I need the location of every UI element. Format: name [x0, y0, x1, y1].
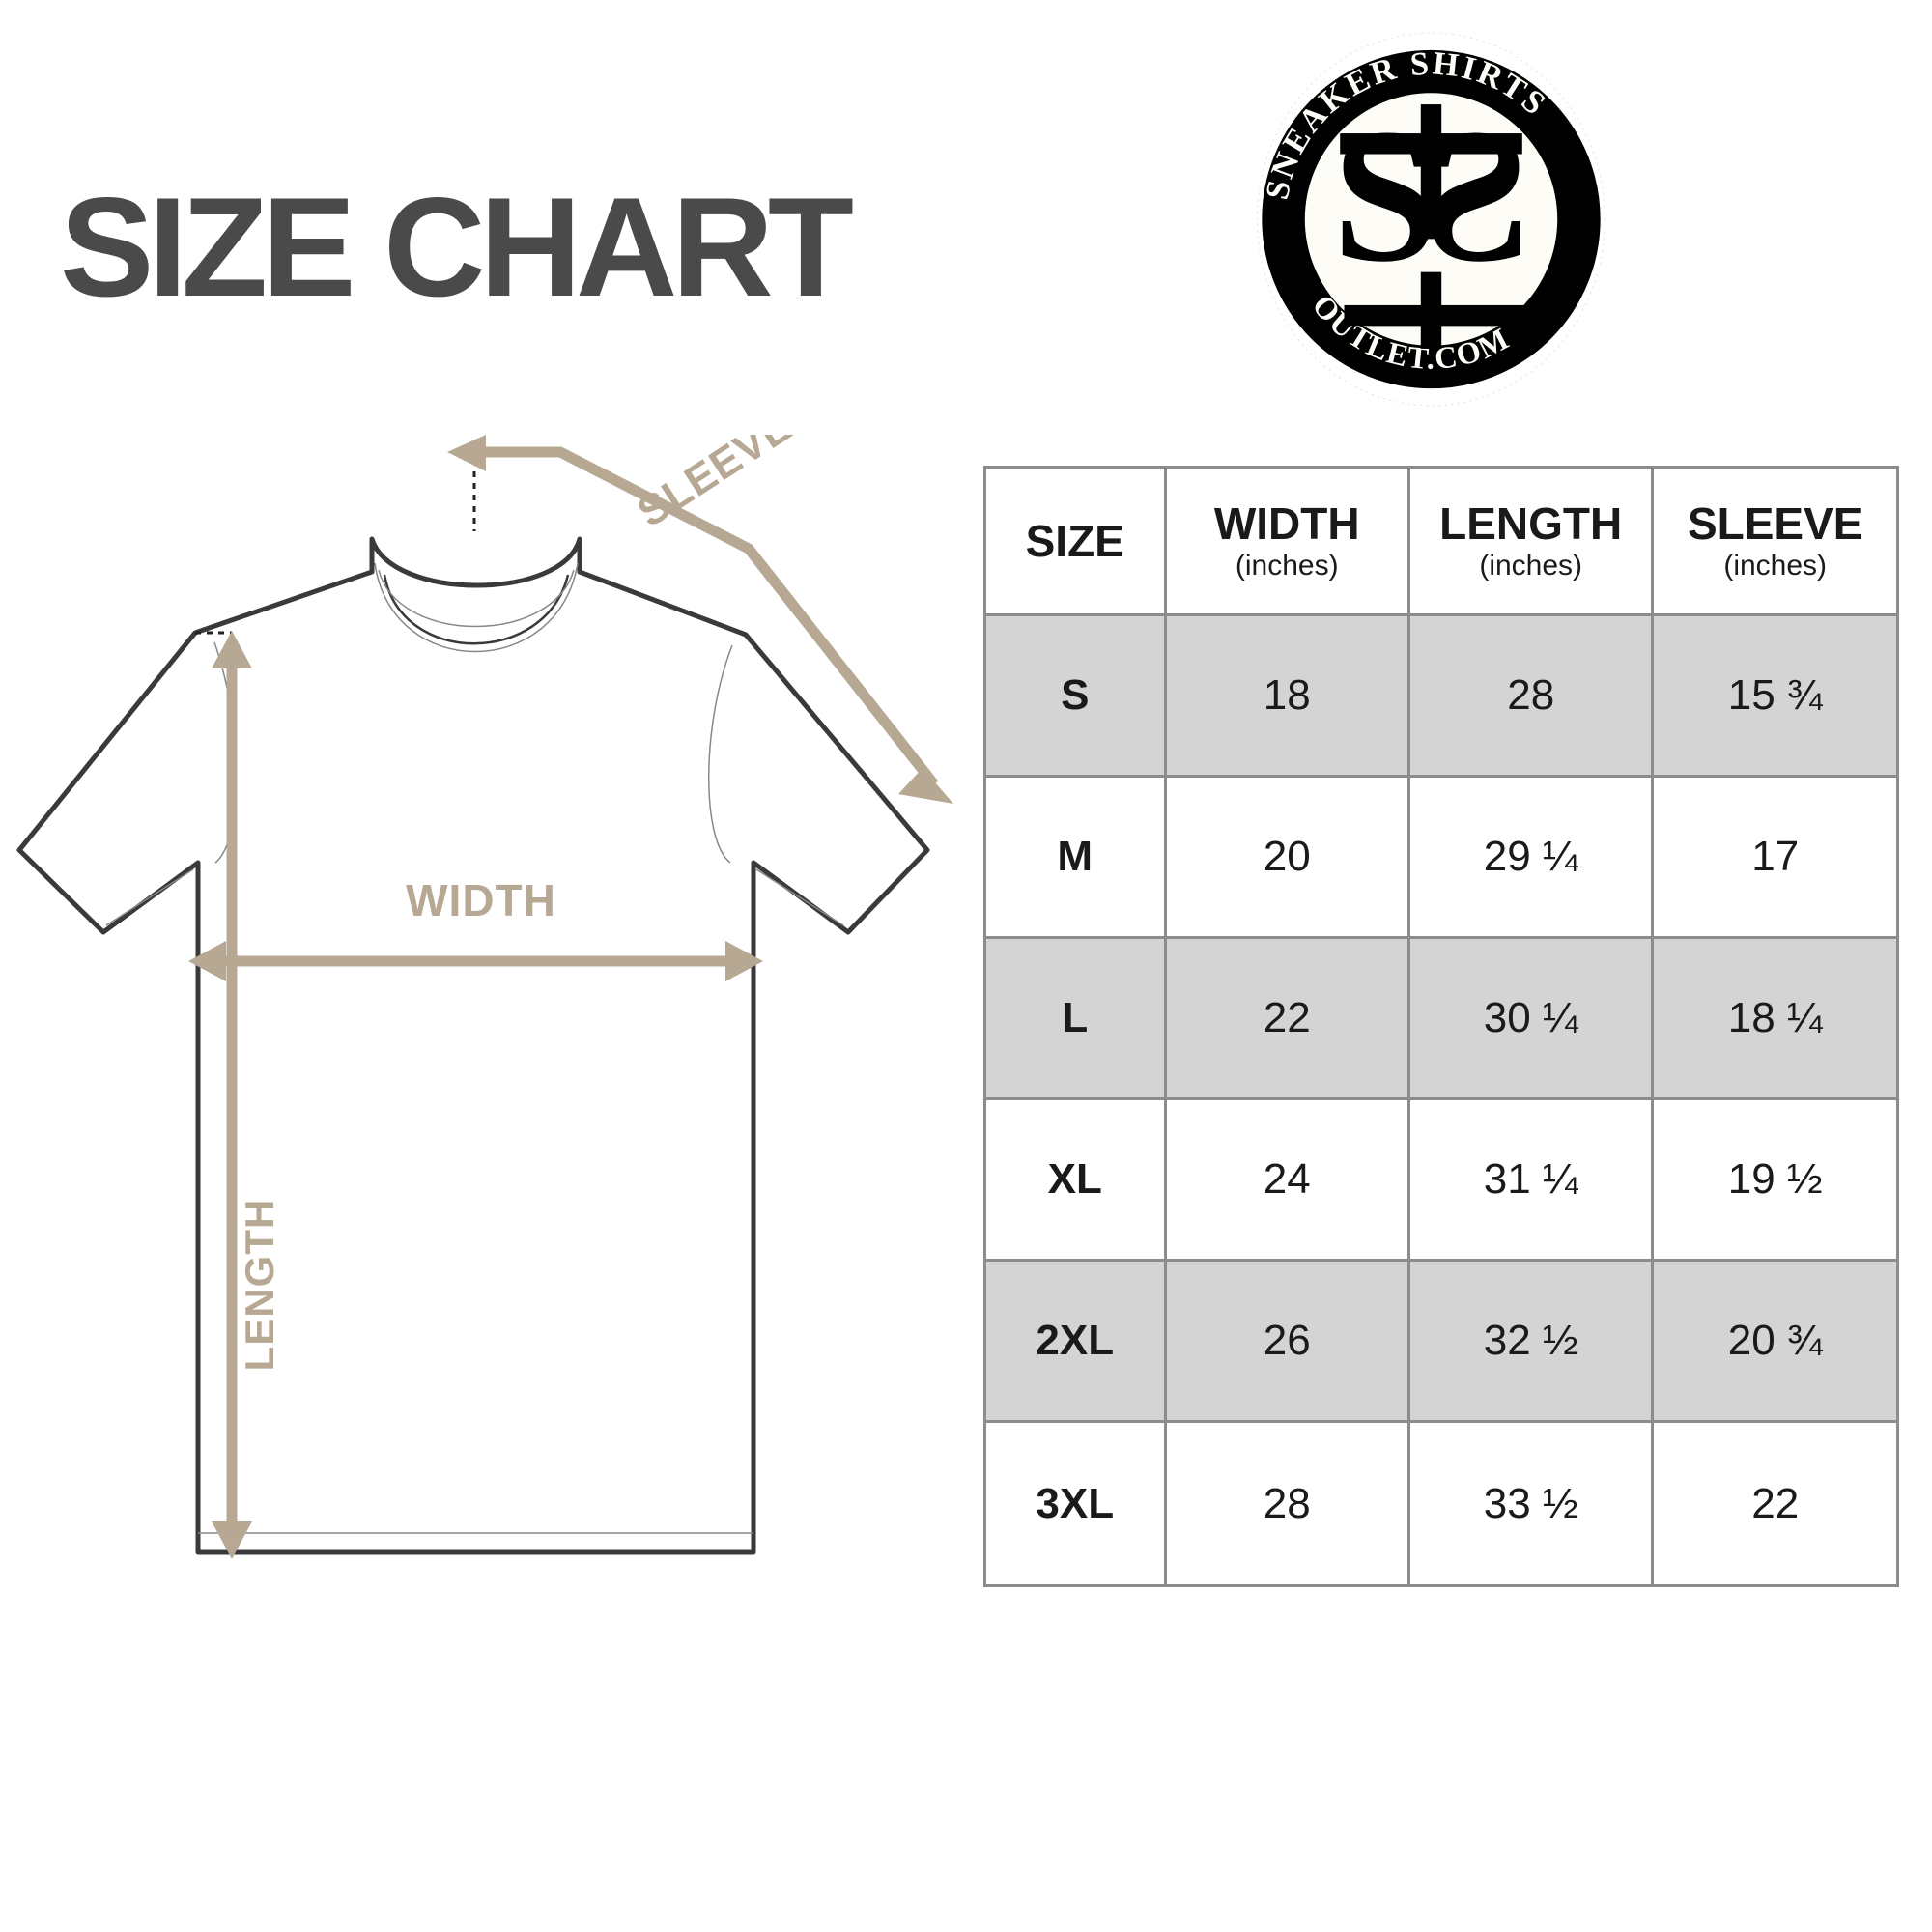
svg-text:LENGTH: LENGTH — [237, 1199, 282, 1372]
svg-text:SLEEVE: SLEEVE — [629, 435, 800, 536]
svg-text:WIDTH: WIDTH — [406, 875, 556, 925]
